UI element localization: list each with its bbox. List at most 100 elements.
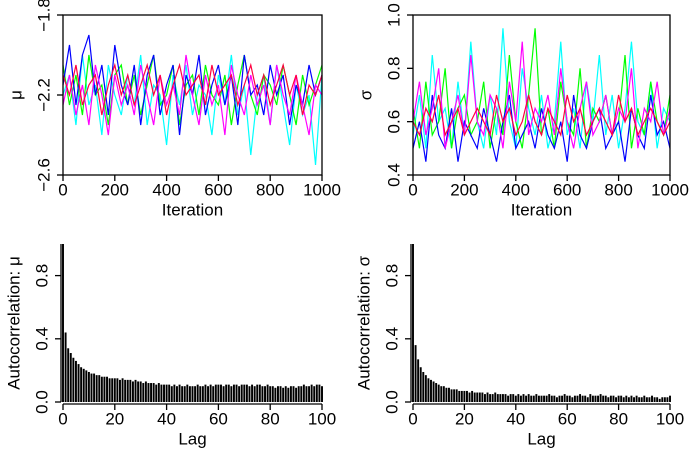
bar [620, 395, 623, 402]
bar [199, 386, 202, 402]
bar [576, 395, 579, 402]
bar [440, 386, 443, 402]
bar [95, 375, 98, 402]
bar [653, 397, 656, 402]
bar [191, 386, 194, 402]
bar [427, 378, 430, 402]
bar [543, 395, 546, 402]
bar [313, 386, 316, 402]
bar [581, 395, 584, 402]
bar [589, 394, 592, 402]
bar [666, 397, 669, 402]
bar [289, 386, 292, 402]
bar [432, 381, 435, 402]
bar [463, 390, 466, 402]
bar [604, 395, 607, 402]
bar [230, 386, 233, 402]
bar [93, 373, 96, 402]
bar [196, 384, 199, 402]
bar [292, 386, 295, 402]
bar [663, 397, 666, 402]
x-tick-label: 0 [408, 180, 417, 199]
y-tick-label: −2.2 [34, 78, 53, 112]
bar [106, 376, 109, 402]
bar [240, 384, 243, 402]
bar [321, 386, 323, 402]
bar [111, 378, 114, 402]
bar [435, 383, 438, 402]
bar [499, 394, 502, 402]
bar [155, 384, 158, 402]
bar [209, 384, 212, 402]
bar [108, 378, 111, 402]
bar [217, 384, 220, 402]
x-tick-label: 20 [455, 409, 474, 428]
y-tick-label: 0.0 [32, 390, 51, 414]
bar [137, 381, 140, 402]
bar [295, 387, 298, 402]
bar [315, 384, 318, 402]
bar [126, 379, 129, 402]
bar [139, 381, 142, 402]
bar [175, 386, 178, 402]
bar [134, 379, 137, 402]
bar [481, 392, 484, 402]
bar [256, 384, 259, 402]
bar [181, 386, 184, 402]
y-tick-label: 0.4 [382, 327, 401, 351]
bar [279, 386, 282, 402]
bar [121, 378, 124, 402]
bar [584, 395, 587, 402]
bar [220, 384, 222, 402]
bar [82, 368, 85, 402]
bar [496, 394, 499, 402]
bar [553, 395, 556, 402]
bar [661, 397, 664, 402]
bar [113, 378, 116, 402]
bar [248, 386, 251, 402]
x-tick-label: 80 [261, 409, 280, 428]
bar [419, 367, 422, 402]
bar [486, 392, 489, 402]
bar [227, 384, 230, 402]
bar [473, 392, 476, 402]
bar [491, 394, 494, 402]
bar [245, 384, 248, 402]
bar [566, 395, 569, 402]
bar [525, 395, 528, 402]
bar [308, 386, 311, 402]
bar [243, 384, 246, 402]
bar [201, 386, 204, 402]
bar [555, 397, 558, 402]
bar [561, 395, 564, 402]
bar [460, 390, 463, 402]
trace-line [412, 94, 671, 162]
y-axis-title: σ [356, 89, 375, 100]
trace-line [62, 54, 323, 166]
bar [648, 397, 651, 402]
bar [612, 395, 615, 402]
bar [599, 394, 602, 402]
bar [597, 395, 600, 402]
bar [160, 384, 163, 402]
bar [119, 379, 121, 402]
bar [204, 384, 207, 402]
trace-line [412, 94, 671, 137]
bar [537, 395, 540, 402]
bar [232, 384, 235, 402]
x-tick-label: 1000 [303, 180, 341, 199]
x-axis-title: Iteration [162, 200, 223, 219]
bar [519, 395, 522, 402]
x-tick-label: 60 [558, 409, 577, 428]
bar [568, 395, 571, 402]
bar [144, 381, 147, 402]
bar [287, 387, 290, 402]
y-tick-label: 0.8 [384, 57, 403, 81]
x-tick-label: 100 [656, 409, 684, 428]
bar [165, 384, 168, 402]
bar [514, 395, 517, 402]
bar [656, 397, 659, 402]
y-axis-title: μ [6, 90, 25, 100]
y-tick-label: 0.8 [32, 264, 51, 288]
bar [269, 386, 272, 402]
